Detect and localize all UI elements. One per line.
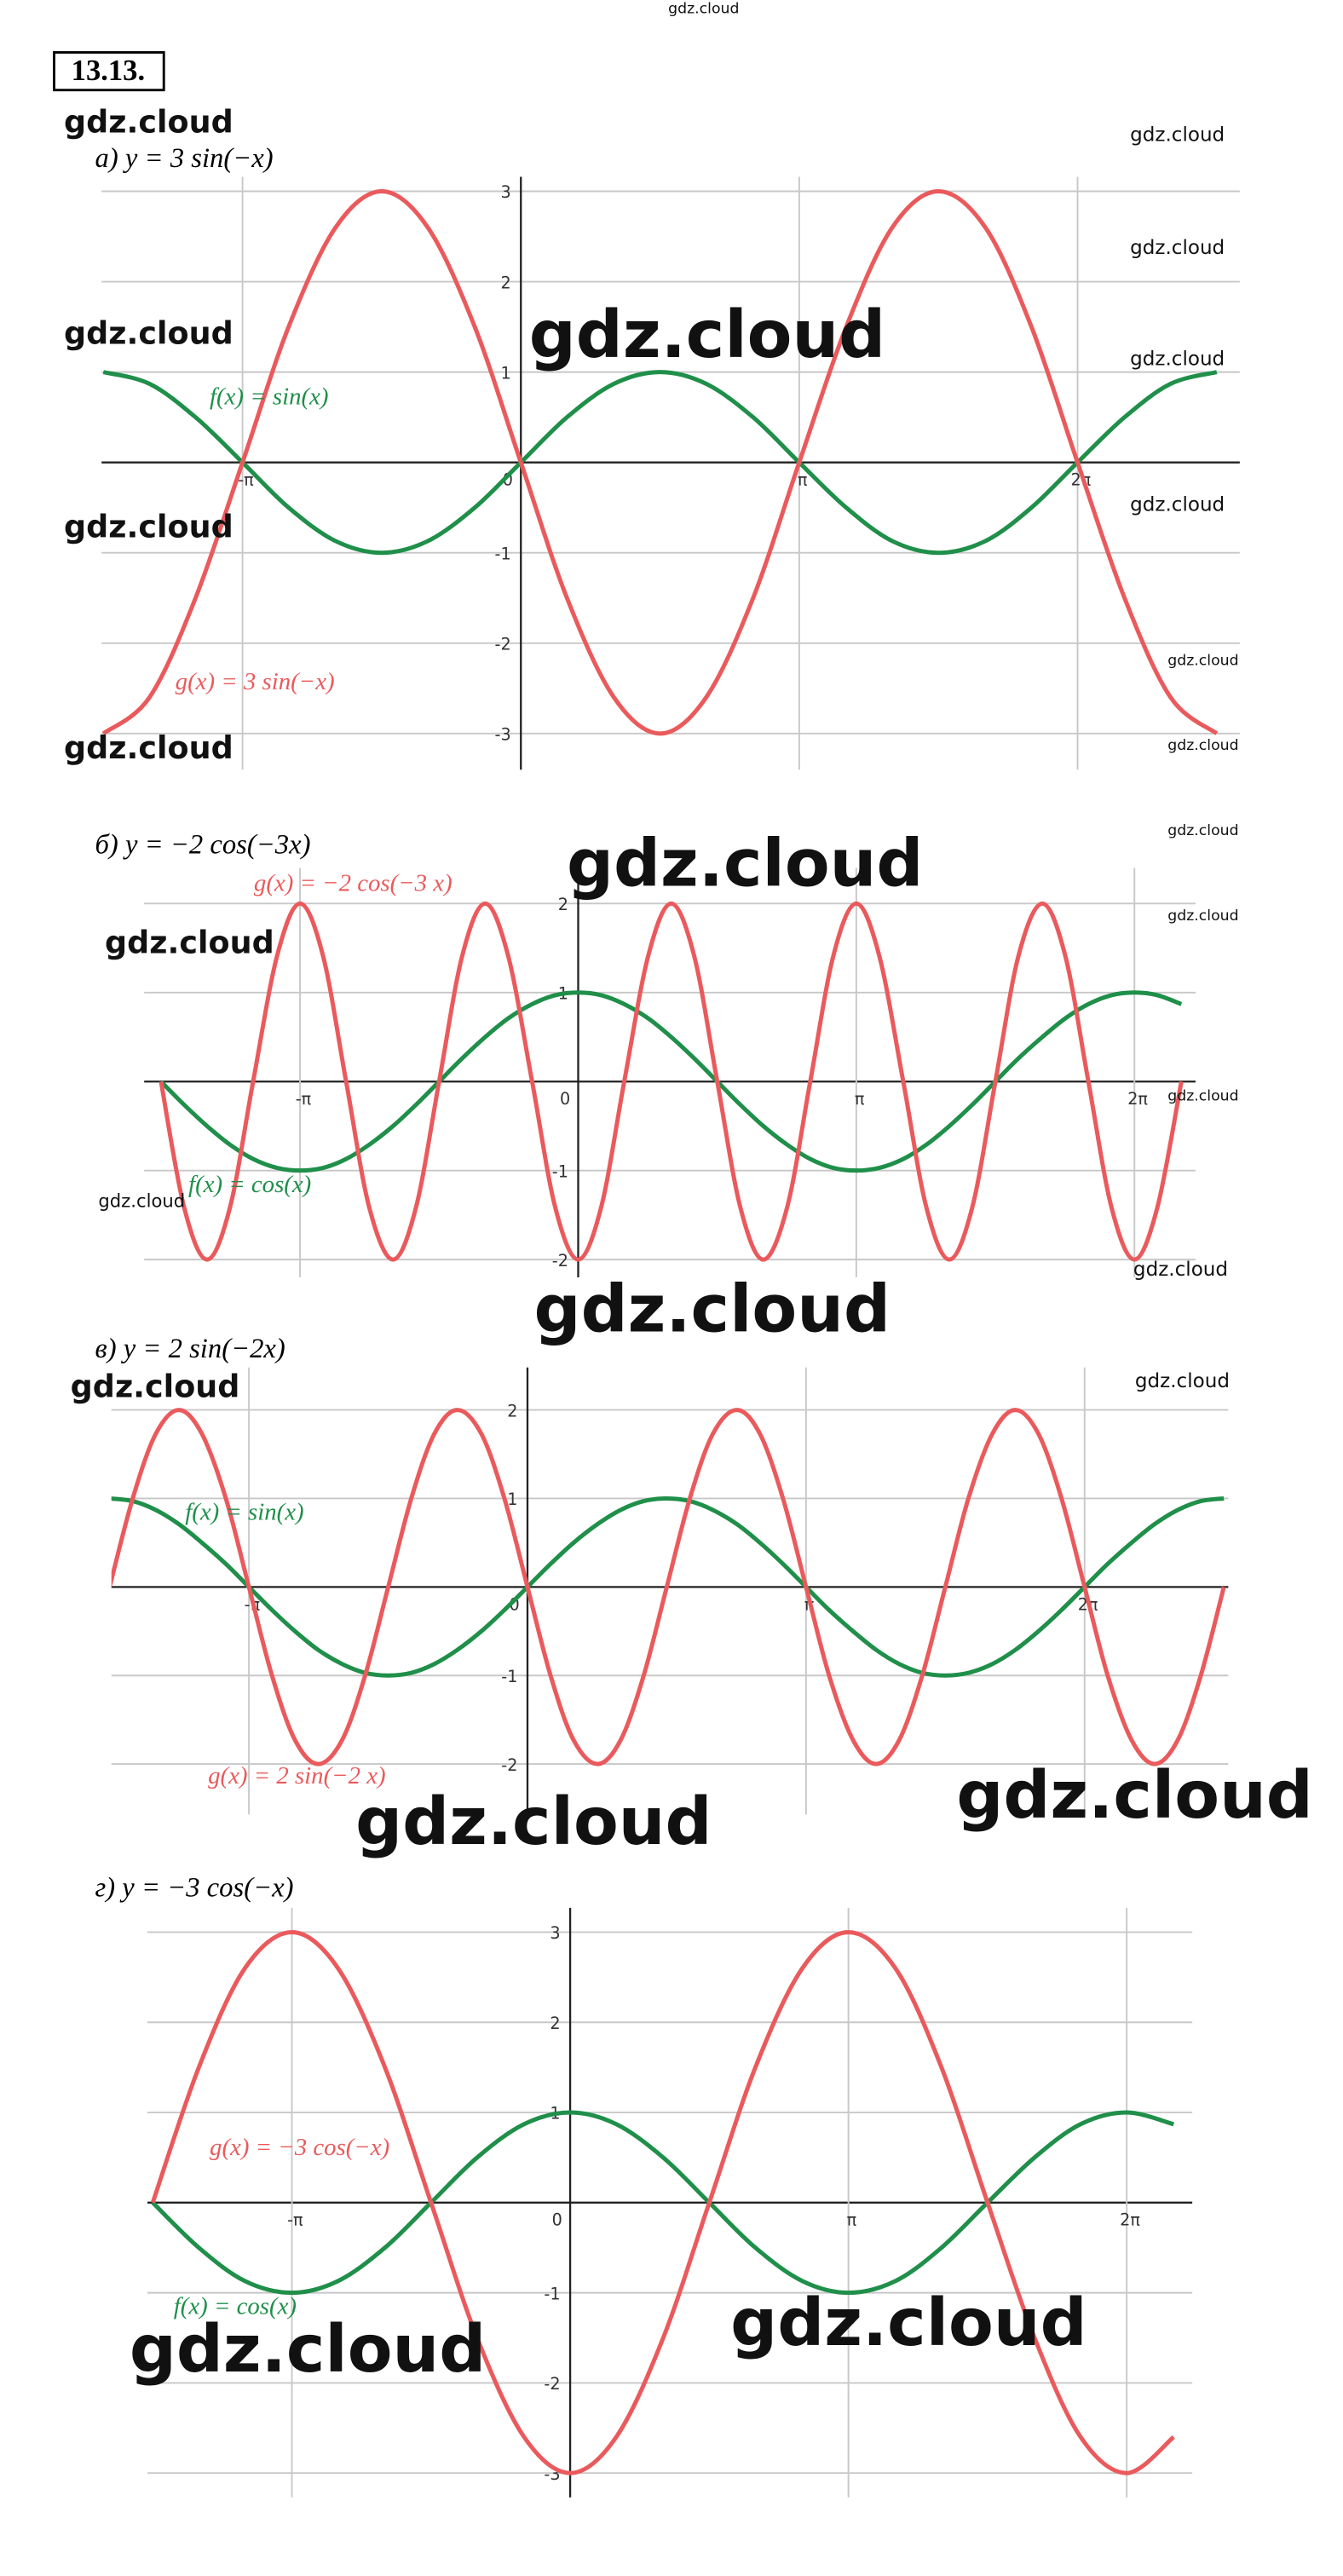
chart-title: г) y = −3 cos(−x) [95,1872,294,1903]
y-tick-label: 1 [500,363,510,383]
y-tick-label: 3 [550,1923,560,1943]
series-line [111,1408,1226,1766]
watermark: gdz.cloud [956,1758,1312,1834]
watermark: gdz.cloud [1167,652,1238,669]
watermark: gdz.cloud [64,315,233,352]
watermark: gdz.cloud [1130,124,1225,146]
watermark: gdz.cloud [98,1190,185,1211]
series-label: f(x) = sin(x) [210,383,328,411]
y-tick-label: 2 [507,1401,517,1421]
y-tick-label: 2 [558,895,568,914]
watermark: gdz.cloud [130,2312,486,2388]
y-tick-label: -1 [501,1667,517,1686]
series-line [159,901,1184,1262]
watermark: gdz.cloud [1167,737,1238,754]
watermark: gdz.cloud [64,104,233,141]
series-line [159,990,1183,1173]
series-label: g(x) = −3 cos(−x) [210,2134,389,2161]
watermark: gdz.cloud [567,827,923,902]
series-label: f(x) = cos(x) [188,1171,311,1198]
y-tick-label: -2 [552,1251,568,1271]
watermark: gdz.cloud [64,508,233,545]
watermark: gdz.cloud [71,1368,240,1404]
y-tick-label: -1 [495,544,511,563]
chart-title: в) y = 2 sin(−2x) [95,1334,285,1364]
x-tick-label: -π [238,470,254,490]
watermark: gdz.cloud [730,2285,1087,2361]
series-line [102,370,1218,556]
watermark: gdz.cloud [1167,1087,1238,1104]
y-tick-label: -3 [495,725,511,745]
y-tick-label: 2 [500,273,510,292]
watermark: gdz.cloud [355,1784,712,1860]
chart-title: а) y = 3 sin(−x) [95,143,274,174]
watermark: gdz.cloud [1135,1370,1230,1392]
series-label: f(x) = cos(x) [174,2293,297,2320]
x-tick-label: -π [287,2210,303,2230]
y-tick-label: -2 [544,2374,560,2394]
problem-number: 13.13. [72,55,145,87]
watermark: gdz.cloud [668,0,739,17]
y-tick-label: -1 [544,2284,560,2303]
watermark: gdz.cloud [1130,349,1225,371]
x-tick-label: 0 [560,1089,570,1109]
series-line [111,1495,1225,1678]
watermark: gdz.cloud [1130,494,1225,516]
y-tick-label: -2 [501,1755,517,1775]
y-tick-label: -1 [552,1161,568,1181]
watermark: gdz.cloud [1133,1259,1228,1281]
x-tick-label: 2π [1127,1089,1148,1109]
x-tick-label: π [847,2210,857,2230]
watermark: gdz.cloud [1167,822,1238,839]
series-line [150,1929,1175,2475]
y-tick-label: -2 [495,634,511,654]
problem-box [53,51,165,92]
watermark: gdz.cloud [534,1271,891,1347]
y-tick-label: 2 [550,2014,560,2033]
x-tick-label: π [855,1089,865,1109]
watermark: gdz.cloud [64,729,233,766]
watermark: gdz.cloud [1167,908,1238,925]
chart: б) y = −2 cos(−3x)-2-112-π 0 π 2πf(x) = cos… [95,829,1196,1278]
y-tick-label: 1 [507,1490,517,1509]
watermark: gdz.cloud [1130,237,1225,259]
series-label: f(x) = sin(x) [185,1498,303,1525]
chart: в) y = 2 sin(−2x)-2-112-π 0 π 2πf(x) = sin(… [95,1334,1229,1815]
x-tick-label: 0 [552,2210,562,2230]
series-label: g(x) = 3 sin(−x) [176,668,335,695]
x-tick-label: -π [296,1089,312,1109]
watermark: gdz.cloud [529,297,885,373]
series-line [151,2110,1174,2296]
series-label: g(x) = −2 cos(−3 x) [254,869,452,896]
chart-title: б) y = −2 cos(−3x) [95,829,311,860]
series-line [101,189,1219,736]
x-tick-label: 2π [1120,2210,1140,2230]
series-label: g(x) = 2 sin(−2 x) [208,1762,386,1789]
watermark: gdz.cloud [105,924,274,960]
x-tick-label: π [798,470,808,490]
y-tick-label: 3 [500,182,510,202]
